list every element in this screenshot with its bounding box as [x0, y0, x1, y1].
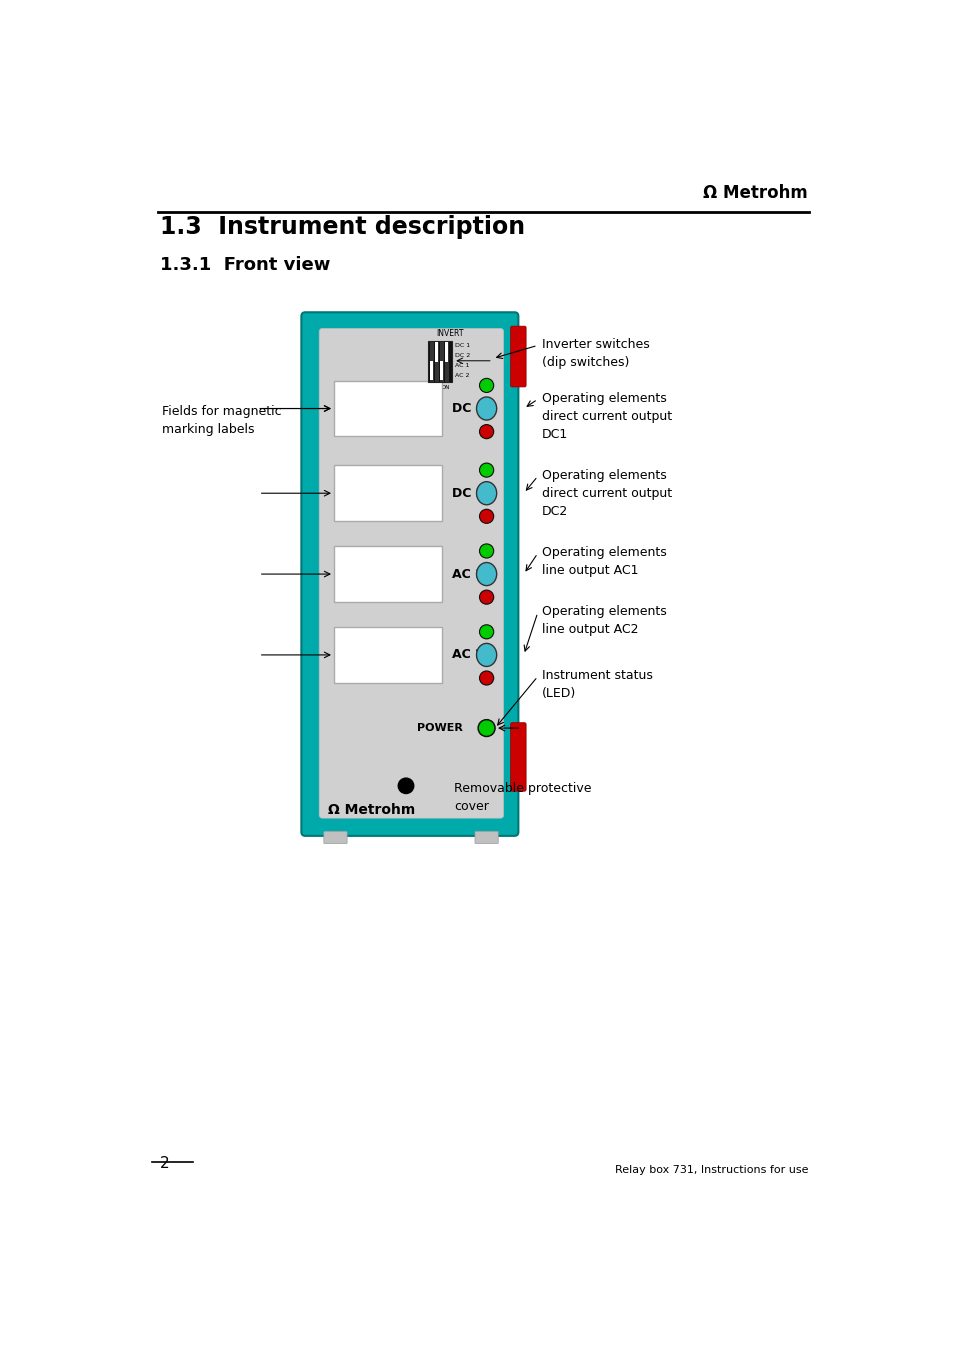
Text: Removable protective
cover: Removable protective cover [454, 782, 591, 813]
Circle shape [479, 378, 493, 392]
Circle shape [479, 721, 493, 735]
Circle shape [479, 424, 493, 439]
Text: Relay box 731, Instructions for use: Relay box 731, Instructions for use [615, 1165, 808, 1174]
Text: Operating elements
line output AC2: Operating elements line output AC2 [541, 605, 666, 636]
Text: Operating elements
direct current output
DC1: Operating elements direct current output… [541, 392, 671, 440]
Bar [428, 340, 452, 382]
FancyBboxPatch shape [510, 723, 525, 792]
Circle shape [479, 626, 493, 639]
Circle shape [479, 671, 493, 685]
Text: 1.3.1  Front view: 1.3.1 Front view [159, 255, 330, 274]
Bar [439, 342, 443, 381]
Text: AC 2: AC 2 [455, 373, 469, 378]
Text: AC 1: AC 1 [455, 363, 469, 367]
Bar [334, 627, 442, 682]
Bar [429, 342, 433, 381]
Text: DC 1: DC 1 [455, 343, 470, 347]
Text: DC 1: DC 1 [452, 403, 484, 415]
Text: AC 2: AC 2 [452, 648, 483, 662]
Text: Operating elements
line output AC1: Operating elements line output AC1 [541, 546, 666, 577]
Circle shape [479, 544, 493, 558]
Bar [439, 361, 443, 380]
Text: Ω Metrohm: Ω Metrohm [328, 804, 416, 817]
Bar [430, 361, 433, 380]
FancyBboxPatch shape [319, 328, 503, 819]
FancyBboxPatch shape [323, 831, 347, 843]
Text: Ω Metrohm: Ω Metrohm [702, 184, 806, 203]
Text: INVERT: INVERT [436, 330, 463, 339]
Ellipse shape [476, 643, 497, 666]
Text: ON: ON [441, 385, 450, 389]
Text: OFF: OFF [430, 385, 440, 389]
Circle shape [477, 720, 495, 736]
Text: DC 2: DC 2 [452, 486, 484, 500]
Circle shape [479, 509, 493, 523]
Text: POWER: POWER [417, 723, 463, 734]
Text: 2: 2 [159, 1156, 169, 1171]
Bar [435, 342, 437, 362]
Ellipse shape [476, 482, 497, 505]
Text: 1.3  Instrument description: 1.3 Instrument description [159, 215, 524, 239]
FancyBboxPatch shape [475, 831, 497, 843]
Circle shape [479, 590, 493, 604]
Bar [334, 381, 442, 436]
Circle shape [480, 465, 492, 476]
Circle shape [479, 463, 493, 477]
Text: DC 2: DC 2 [455, 353, 470, 358]
Bar [444, 342, 448, 381]
Ellipse shape [476, 562, 497, 585]
Circle shape [480, 546, 492, 557]
Text: Operating elements
direct current output
DC2: Operating elements direct current output… [541, 469, 671, 517]
Text: Instrument status
(LED): Instrument status (LED) [541, 669, 652, 700]
Circle shape [480, 426, 492, 438]
Circle shape [480, 380, 492, 392]
Ellipse shape [476, 397, 497, 420]
Bar [435, 342, 438, 381]
Text: AC 1: AC 1 [452, 567, 483, 581]
FancyBboxPatch shape [510, 326, 525, 386]
FancyBboxPatch shape [301, 312, 517, 836]
Text: Fields for magnetic
marking labels: Fields for magnetic marking labels [162, 405, 281, 436]
Circle shape [480, 592, 492, 603]
Bar [445, 342, 448, 362]
Circle shape [397, 778, 414, 793]
Text: Inverter switches
(dip switches): Inverter switches (dip switches) [541, 338, 649, 369]
Bar [334, 546, 442, 601]
Circle shape [480, 673, 492, 684]
Circle shape [480, 511, 492, 521]
Bar [334, 466, 442, 521]
Circle shape [480, 626, 492, 638]
